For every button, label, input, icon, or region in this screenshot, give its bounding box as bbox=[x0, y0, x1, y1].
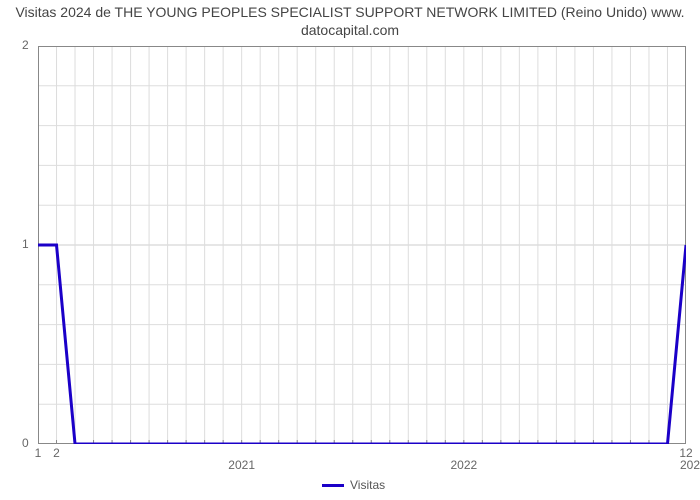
legend-swatch bbox=[322, 484, 344, 487]
x-tick-label-left-2: 2 bbox=[27, 446, 87, 460]
chart-container: Visitas 2024 de THE YOUNG PEOPLES SPECIA… bbox=[0, 0, 700, 500]
y-tick-label-2: 2 bbox=[22, 38, 29, 52]
chart-title: Visitas 2024 de THE YOUNG PEOPLES SPECIA… bbox=[0, 4, 700, 39]
chart-title-line2: datocapital.com bbox=[301, 22, 399, 38]
chart-title-line1: Visitas 2024 de THE YOUNG PEOPLES SPECIA… bbox=[15, 4, 684, 20]
x-year-label-2021: 2021 bbox=[212, 458, 272, 472]
chart-plot bbox=[38, 46, 686, 444]
chart-legend: Visitas bbox=[322, 478, 385, 492]
x-year-label-2022: 2022 bbox=[434, 458, 494, 472]
legend-label: Visitas bbox=[350, 478, 385, 492]
x-tick-label-right-202: 202 bbox=[680, 458, 700, 472]
y-tick-label-1: 1 bbox=[22, 237, 29, 251]
